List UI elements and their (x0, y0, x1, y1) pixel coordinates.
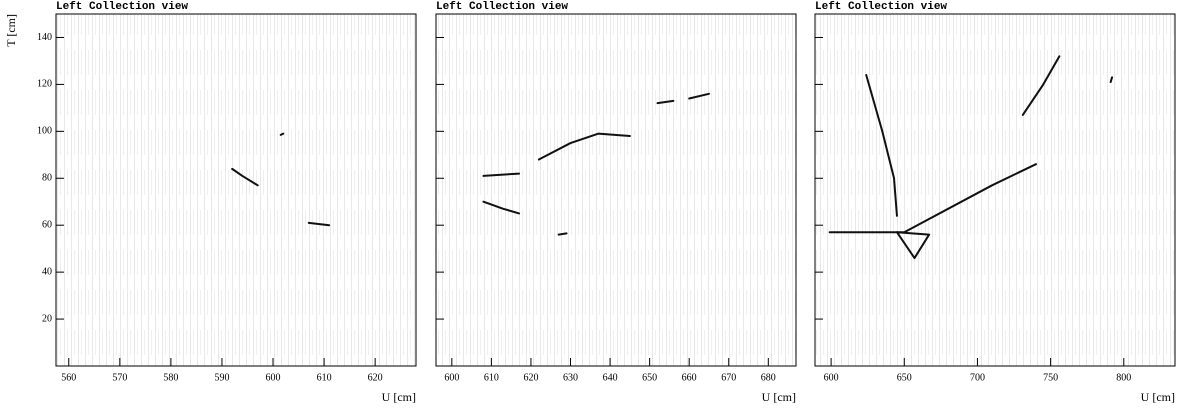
y-tick-label: 60 (42, 219, 52, 230)
x-tick-label: 600 (444, 372, 459, 383)
x-tick-label: 620 (368, 372, 383, 383)
x-tick-label: 670 (721, 372, 736, 383)
track (688, 92, 710, 100)
y-tick-label: 20 (42, 313, 52, 324)
plot-frame (55, 13, 417, 367)
plot-background (436, 14, 796, 366)
plot-background (815, 14, 1175, 366)
x-tick-label: 590 (214, 372, 229, 383)
x-tick-label: 750 (1043, 372, 1058, 383)
track (307, 221, 331, 227)
panel-title: Left Collection view (815, 1, 947, 13)
plot-frame (814, 13, 1176, 367)
track (1021, 55, 1061, 116)
y-tick-label: 40 (42, 266, 52, 277)
x-axis-label: U [cm] (382, 390, 416, 404)
x-tick-label: 580 (163, 372, 178, 383)
track (828, 163, 1037, 234)
x-tick-label: 680 (761, 372, 776, 383)
y-tick-label: 100 (37, 126, 52, 137)
x-tick-label: 600 (824, 372, 839, 383)
plot-background (56, 14, 416, 366)
x-tick-label: 610 (484, 372, 499, 383)
track (279, 132, 285, 136)
panel-title: Left Collection view (436, 1, 568, 13)
x-axis-label: U [cm] (1141, 390, 1175, 404)
y-axis-label: T [cm] (4, 14, 18, 47)
x-tick-label: 610 (317, 372, 332, 383)
x-tick-label: 660 (682, 372, 697, 383)
x-tick-label: 560 (61, 372, 76, 383)
track (537, 132, 631, 161)
x-tick-label: 640 (603, 372, 618, 383)
x-tick-label: 620 (523, 372, 538, 383)
x-tick-label: 630 (563, 372, 578, 383)
track (656, 99, 675, 105)
x-tick-label: 650 (897, 372, 912, 383)
y-tick-label: 80 (42, 173, 52, 184)
track (865, 74, 898, 217)
x-tick-label: 700 (970, 372, 985, 383)
x-tick-label: 600 (266, 372, 281, 383)
track (895, 231, 931, 260)
y-tick-label: 140 (37, 32, 52, 43)
x-axis-label: U [cm] (762, 390, 796, 404)
track (482, 172, 521, 177)
x-tick-label: 570 (112, 372, 127, 383)
x-tick-label: 800 (1116, 372, 1131, 383)
track (1109, 76, 1114, 84)
track (557, 232, 568, 236)
panel-title: Left Collection view (56, 1, 188, 13)
track (482, 200, 521, 215)
x-tick-label: 650 (642, 372, 657, 383)
track (231, 167, 259, 187)
plot-frame (435, 13, 797, 367)
y-tick-label: 120 (37, 79, 52, 90)
